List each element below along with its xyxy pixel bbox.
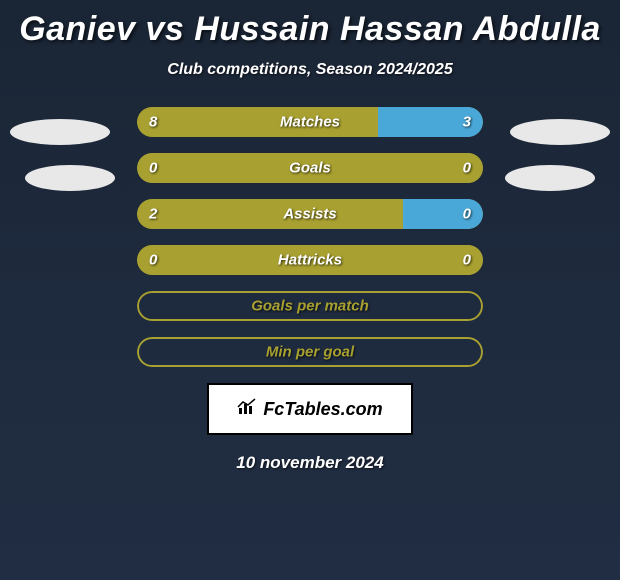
stats-area: 8 3 Matches 0 0 Goals 2 0 Assists 0 0 Hattricks Goal… <box>0 107 620 367</box>
avatar <box>10 119 110 145</box>
root: Ganiev vs Hussain Hassan Abdulla Club co… <box>0 0 620 580</box>
avatar <box>505 165 595 191</box>
stat-label: Hattricks <box>278 252 342 269</box>
stat-row: Min per goal <box>137 337 483 367</box>
value-left: 0 <box>149 160 157 177</box>
value-right: 0 <box>463 160 471 177</box>
bar-left <box>137 107 378 137</box>
subtitle: Club competitions, Season 2024/2025 <box>0 61 620 79</box>
stat-label: Matches <box>280 114 340 131</box>
stat-row: Goals per match <box>137 291 483 321</box>
stat-label: Goals <box>289 160 331 177</box>
stat-rows: 8 3 Matches 0 0 Goals 2 0 Assists 0 0 Hattricks Goal… <box>137 107 483 367</box>
stat-row: 8 3 Matches <box>137 107 483 137</box>
avatar <box>25 165 115 191</box>
logo-box[interactable]: FcTables.com <box>207 383 413 435</box>
stat-label: Min per goal <box>266 344 354 361</box>
stat-row: 0 0 Hattricks <box>137 245 483 275</box>
page-title: Ganiev vs Hussain Hassan Abdulla <box>0 0 620 49</box>
stat-label: Goals per match <box>251 298 369 315</box>
value-left: 2 <box>149 206 157 223</box>
bar-right <box>403 199 483 229</box>
bar-left <box>137 199 403 229</box>
avatar <box>510 119 610 145</box>
stat-row: 0 0 Goals <box>137 153 483 183</box>
stat-row: 2 0 Assists <box>137 199 483 229</box>
logo-text: FcTables.com <box>263 399 382 420</box>
stat-label: Assists <box>283 206 336 223</box>
value-right: 3 <box>463 114 471 131</box>
chart-icon <box>237 398 259 421</box>
value-right: 0 <box>463 206 471 223</box>
value-left: 8 <box>149 114 157 131</box>
value-right: 0 <box>463 252 471 269</box>
date-line: 10 november 2024 <box>0 453 620 473</box>
value-left: 0 <box>149 252 157 269</box>
